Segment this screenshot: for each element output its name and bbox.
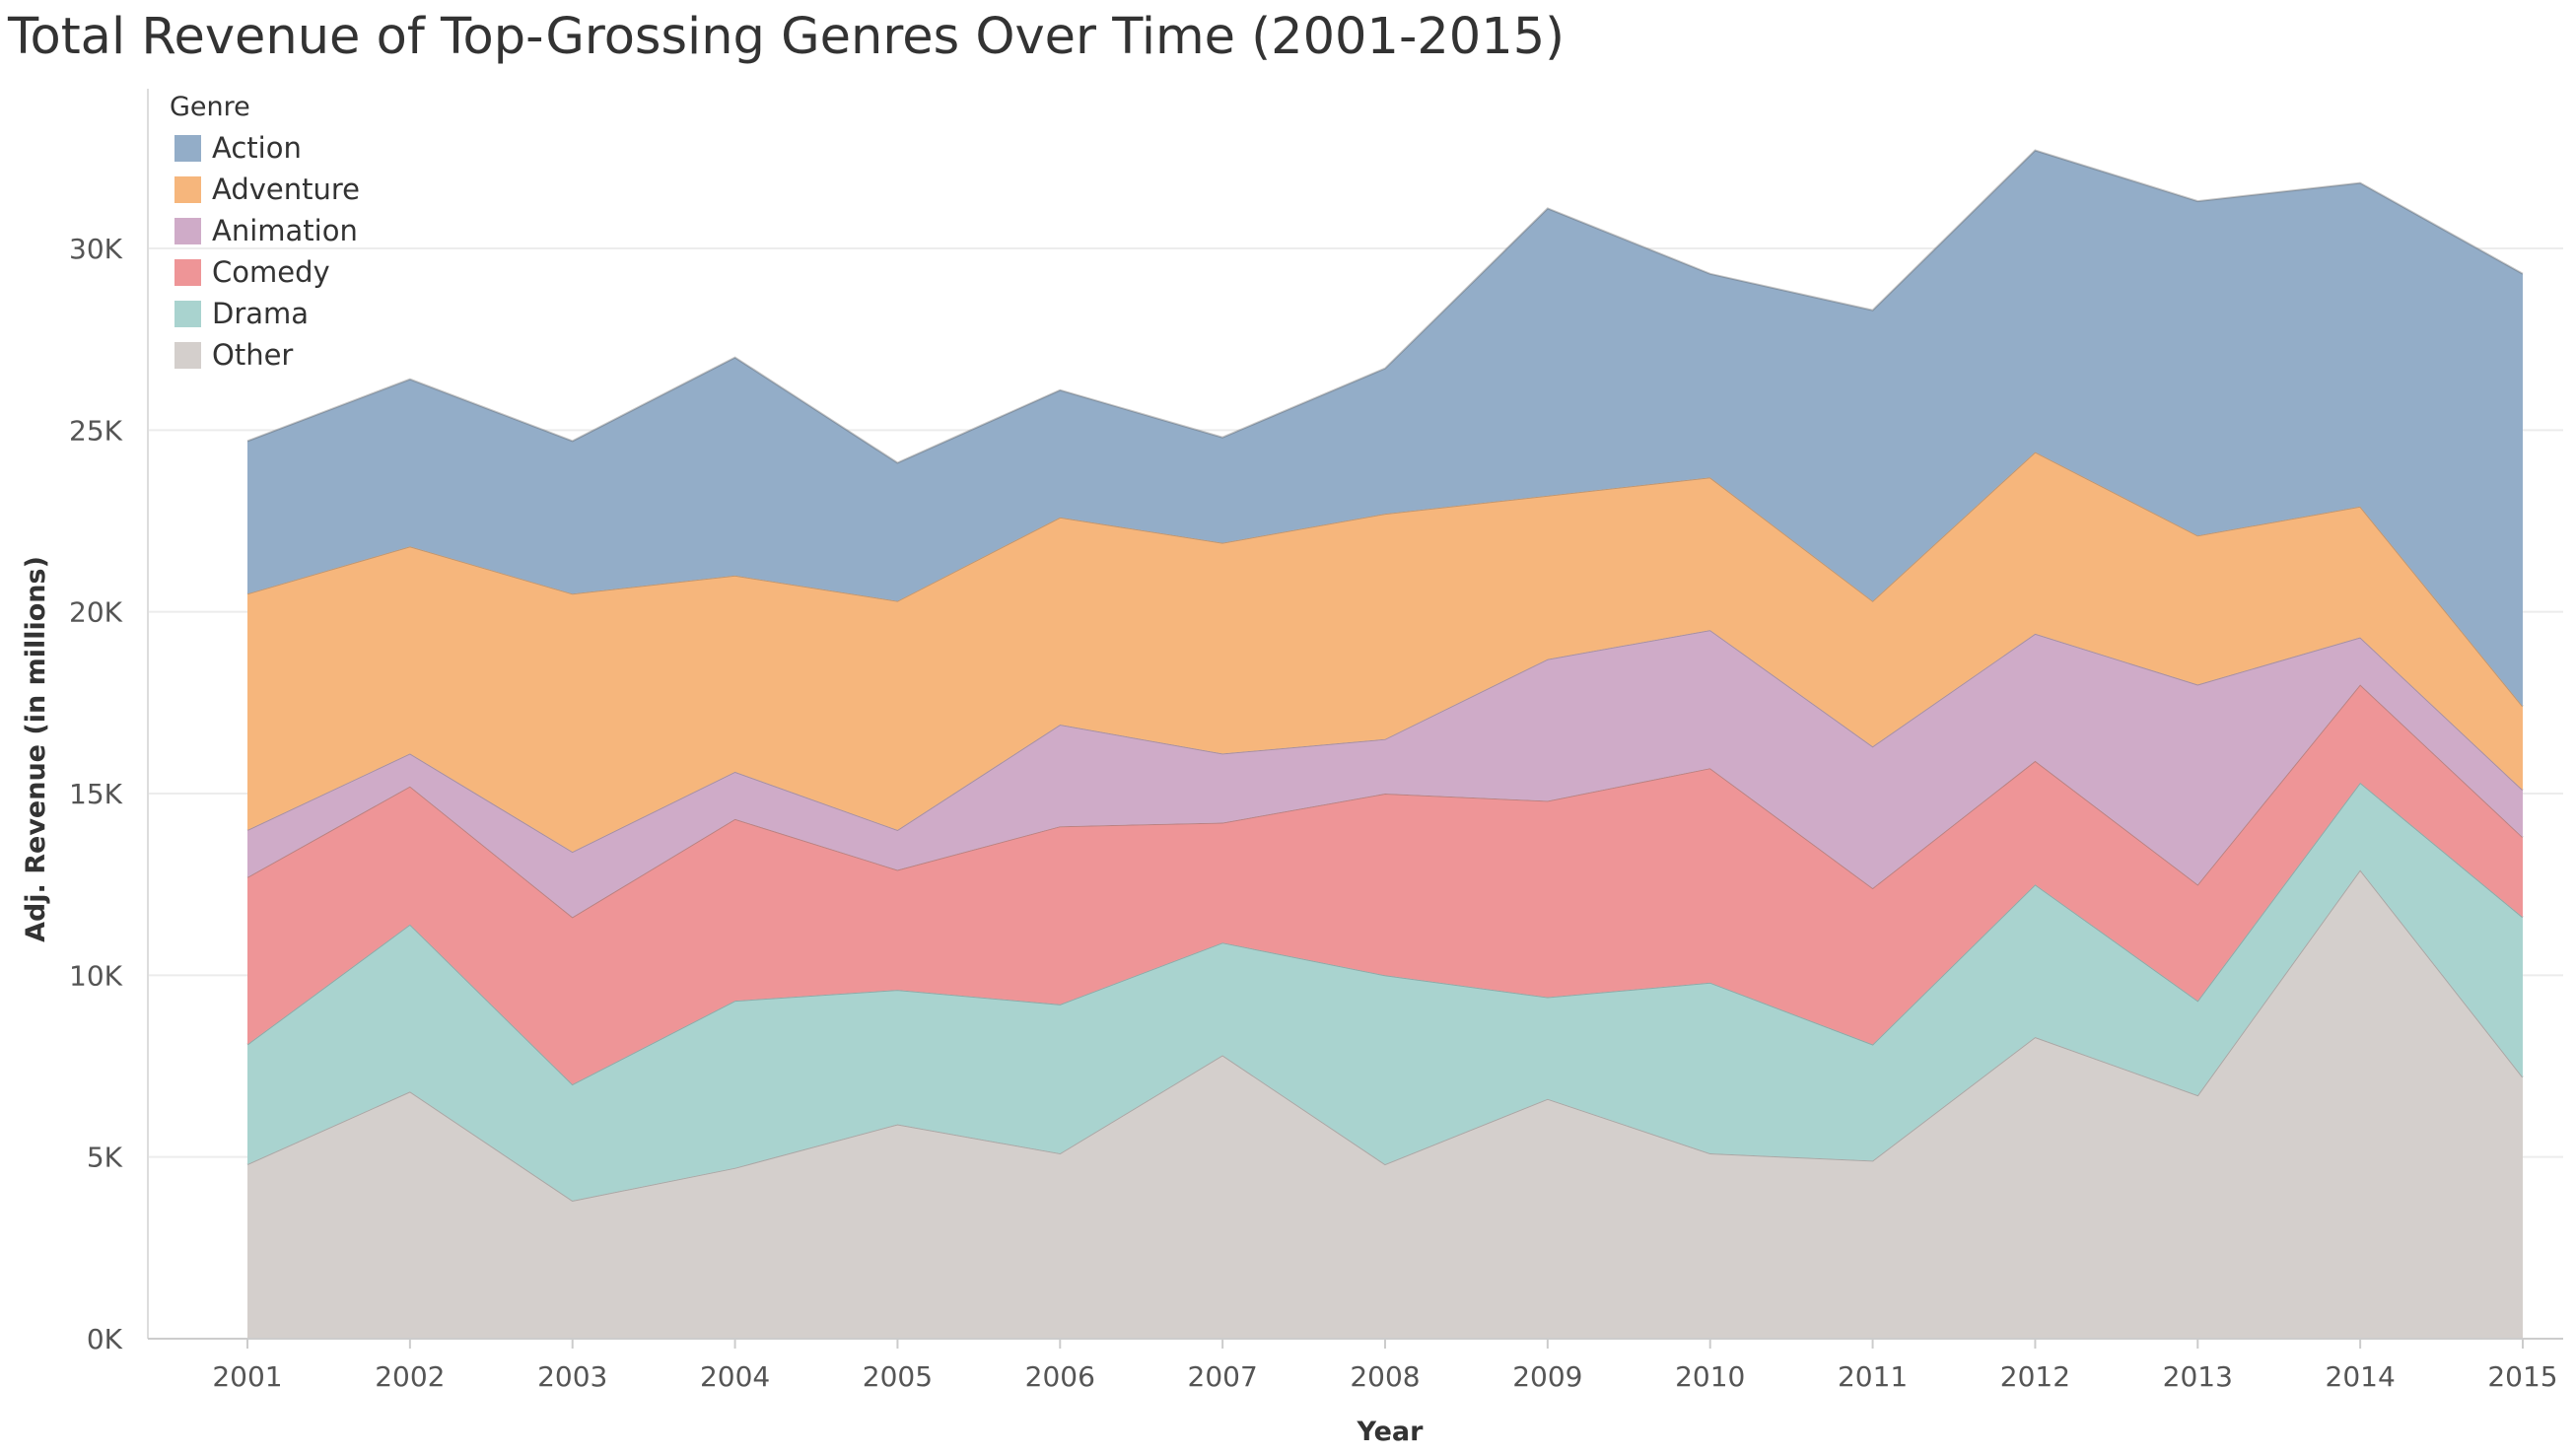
area-drama[interactable] <box>247 782 2523 1201</box>
area-other[interactable] <box>247 869 2523 1339</box>
legend-label-animation: Animation <box>212 214 358 247</box>
y-tick-label: 25K <box>69 414 123 447</box>
chart-title: Total Revenue of Top-Grossing Genres Ove… <box>8 8 1566 66</box>
legend-swatch-comedy <box>174 259 201 286</box>
x-tick-label: 2010 <box>1675 1360 1745 1393</box>
x-tick-label: 2003 <box>537 1360 607 1393</box>
area-edge-action <box>246 149 2524 464</box>
x-tick-label: 2015 <box>2487 1360 2557 1393</box>
x-tick-label: 2005 <box>863 1360 933 1393</box>
area-action[interactable] <box>247 150 2523 707</box>
legend-label-comedy: Comedy <box>212 255 330 289</box>
area-comedy[interactable] <box>247 684 2523 1084</box>
x-tick-label: 2008 <box>1350 1360 1420 1393</box>
y-axis-title: Adj. Revenue (in millions) <box>21 556 51 942</box>
x-tick-label: 2011 <box>1838 1360 1908 1393</box>
x-tick-label: 2002 <box>375 1360 445 1393</box>
x-tick-label: 2013 <box>2163 1360 2233 1393</box>
x-tick-label: 2004 <box>700 1360 770 1393</box>
x-axis-title: Year <box>1357 1417 1425 1447</box>
x-tick-label: 2012 <box>2000 1360 2070 1393</box>
legend-label-other: Other <box>212 338 293 372</box>
x-tick-label: 2001 <box>212 1360 282 1393</box>
area-adventure[interactable] <box>247 451 2523 853</box>
legend-swatch-animation <box>174 218 201 244</box>
y-tick-label: 10K <box>69 959 123 992</box>
area-series-layer <box>246 149 2524 1339</box>
legend-title: Genre <box>170 92 250 122</box>
y-tick-label: 0K <box>87 1323 123 1355</box>
y-tick-label: 5K <box>87 1142 123 1174</box>
legend-swatch-adventure <box>174 176 201 203</box>
area-animation[interactable] <box>247 630 2523 918</box>
legend-label-adventure: Adventure <box>212 173 360 206</box>
legend-swatch-other <box>174 342 201 369</box>
legend-label-drama: Drama <box>212 297 309 330</box>
y-tick-label: 30K <box>69 233 123 265</box>
x-tick-label: 2014 <box>2326 1360 2396 1393</box>
x-tick-label: 2009 <box>1512 1360 1582 1393</box>
legend-label-action: Action <box>212 131 302 165</box>
x-tick-label: 2007 <box>1188 1360 1258 1393</box>
x-axis: 2001 2002 2003 2004 2005 2006 2007 2008 2009 2010… <box>148 1338 2563 1393</box>
x-tick-label: 2006 <box>1025 1360 1095 1393</box>
legend-swatch-drama <box>174 301 201 327</box>
y-tick-label: 15K <box>69 778 123 810</box>
y-tick-label: 20K <box>69 596 123 629</box>
y-axis: 0K 5K 10K 15K 20K 25K 30K <box>69 89 149 1355</box>
legend: Genre Action Adventure Animation Comedy Dram… <box>170 92 360 372</box>
legend-swatch-action <box>174 135 201 162</box>
